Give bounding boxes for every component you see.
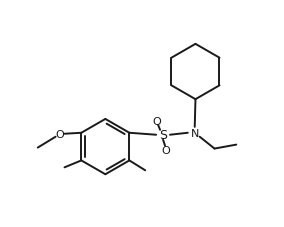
Text: O: O — [55, 129, 64, 139]
Text: S: S — [159, 129, 167, 142]
Text: O: O — [162, 145, 170, 155]
Text: O: O — [153, 116, 162, 126]
Text: N: N — [191, 128, 199, 138]
